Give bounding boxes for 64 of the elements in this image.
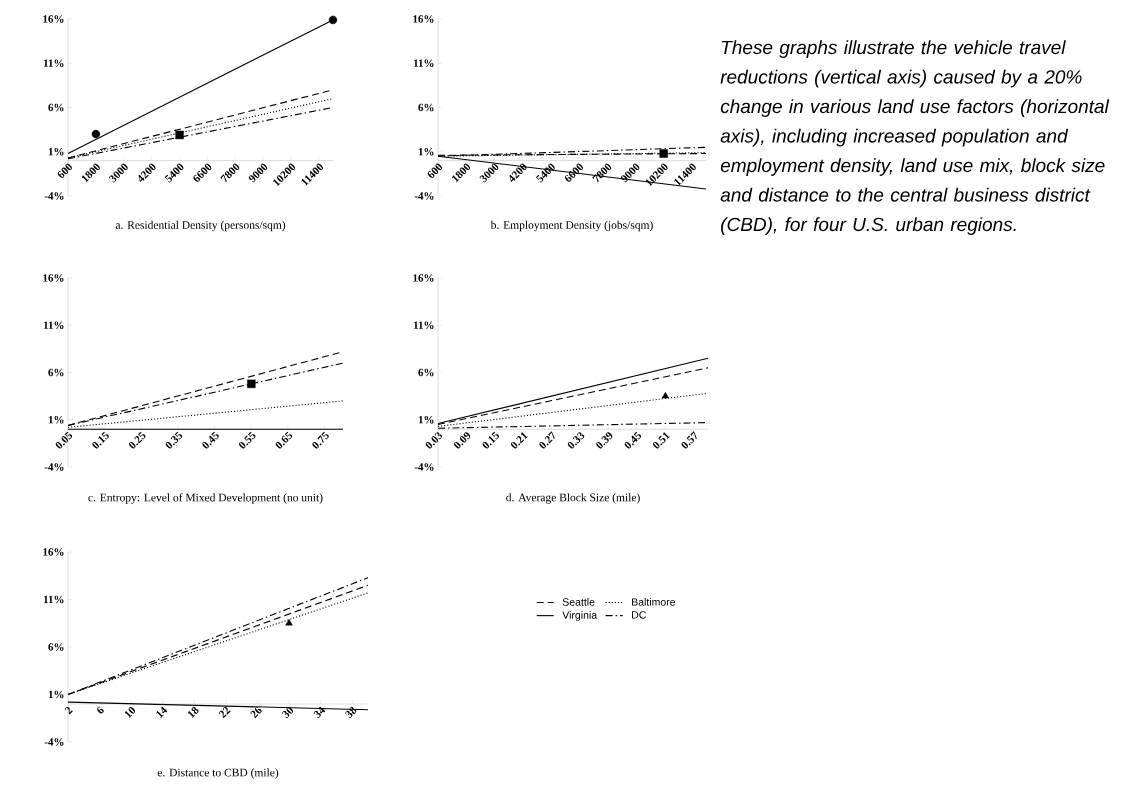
y-tick-label: 1% (48, 416, 64, 424)
x-tick-label: 0.57 (681, 431, 697, 449)
y-tick-label: 16% (413, 274, 434, 282)
x-tick-label: 6 (97, 706, 104, 714)
x-tick-label: 2 (64, 706, 73, 715)
x-tick-label: 0.39 (596, 432, 613, 449)
x-tick-label: 14 (156, 706, 168, 718)
x-tick-label: 10 (124, 707, 136, 719)
y-tick-label: 6% (48, 103, 64, 112)
x-tick-label: 0.55 (239, 431, 256, 449)
x-tick-label: 0.45 (202, 431, 219, 449)
y-tick-label: 16% (43, 274, 64, 282)
y-tick-label: 16% (43, 548, 64, 556)
x-tick-label: 38 (345, 706, 357, 719)
y-tick-label: -4% (44, 463, 64, 471)
legend-label: DC (632, 611, 646, 619)
y-tick-label: 1% (48, 690, 64, 699)
y-tick-label: -4% (44, 192, 64, 200)
y-tick-label: 6% (48, 643, 64, 651)
y-tick-label: 6% (418, 103, 434, 112)
x-tick-label: 0.09 (454, 432, 471, 449)
x-tick-label: 0.15 (92, 431, 109, 449)
x-tick-label: 0.15 (482, 431, 499, 449)
y-tick-label: 11% (43, 321, 64, 329)
x-tick-label: 0.65 (275, 431, 293, 449)
y-tick-label: 16% (413, 15, 434, 23)
x-tick-label: 0.03 (425, 432, 443, 449)
legend-label: Seattle (562, 597, 595, 606)
x-tick-label: 0.05 (55, 431, 73, 449)
y-tick-label: -4% (414, 463, 434, 471)
text: These graphs illustrate the vehicle travel reductions (vertical axis) caused by a 20% change in various land use factors (horizontal axis), including increased population and employment density, land use mix, block size and distance to the central business district (CBD), for four U.S. urban regions. (720, 40, 1110, 235)
x-axis-title: a. Residential Density (persons/sqm) (115, 220, 286, 232)
legend-label: Virginia (562, 611, 598, 621)
y-tick-label: 11% (43, 59, 64, 67)
legend-label: Baltimore (632, 597, 676, 606)
x-tick-label: 26 (250, 706, 262, 719)
y-tick-label: 6% (418, 368, 434, 377)
y-tick-label: -4% (44, 738, 64, 746)
x-tick-label: 0.21 (510, 432, 529, 449)
x-tick-label: 0.33 (567, 432, 585, 449)
x-axis-title: e. Distance to CBD (mile) (157, 768, 279, 779)
x-tick-label: 0.25 (129, 431, 146, 449)
x-tick-label: 30 (281, 707, 293, 719)
y-tick-label: 16% (43, 15, 64, 23)
x-axis-title: b. Employment Density (jobs/sqm) (490, 220, 653, 232)
x-tick-label: 0.45 (624, 431, 642, 449)
x-tick-label: 18 (188, 706, 199, 719)
x-tick-label: 600 (57, 163, 72, 178)
x-tick-label: 0.75 (312, 431, 329, 449)
x-tick-label: 600 (427, 163, 442, 178)
x-axis-title: c. Entropy: Level of Mixed Development (no unit) (88, 493, 323, 504)
x-tick-label: 22 (218, 706, 231, 719)
y-tick-label: 11% (43, 595, 64, 604)
y-tick-label: 6% (48, 368, 64, 377)
y-tick-label: 11% (413, 59, 434, 67)
y-tick-label: 11% (413, 321, 434, 329)
y-tick-label: 1% (418, 148, 434, 156)
y-tick-label: 1% (418, 416, 434, 424)
x-tick-label: 0.27 (539, 431, 555, 449)
x-tick-label: 0.35 (165, 431, 183, 449)
x-tick-label: 0.51 (653, 432, 671, 449)
x-axis-title: d. Average Block Size (mile) (506, 493, 640, 504)
y-tick-label: 1% (48, 148, 64, 156)
y-tick-label: -4% (414, 192, 434, 200)
